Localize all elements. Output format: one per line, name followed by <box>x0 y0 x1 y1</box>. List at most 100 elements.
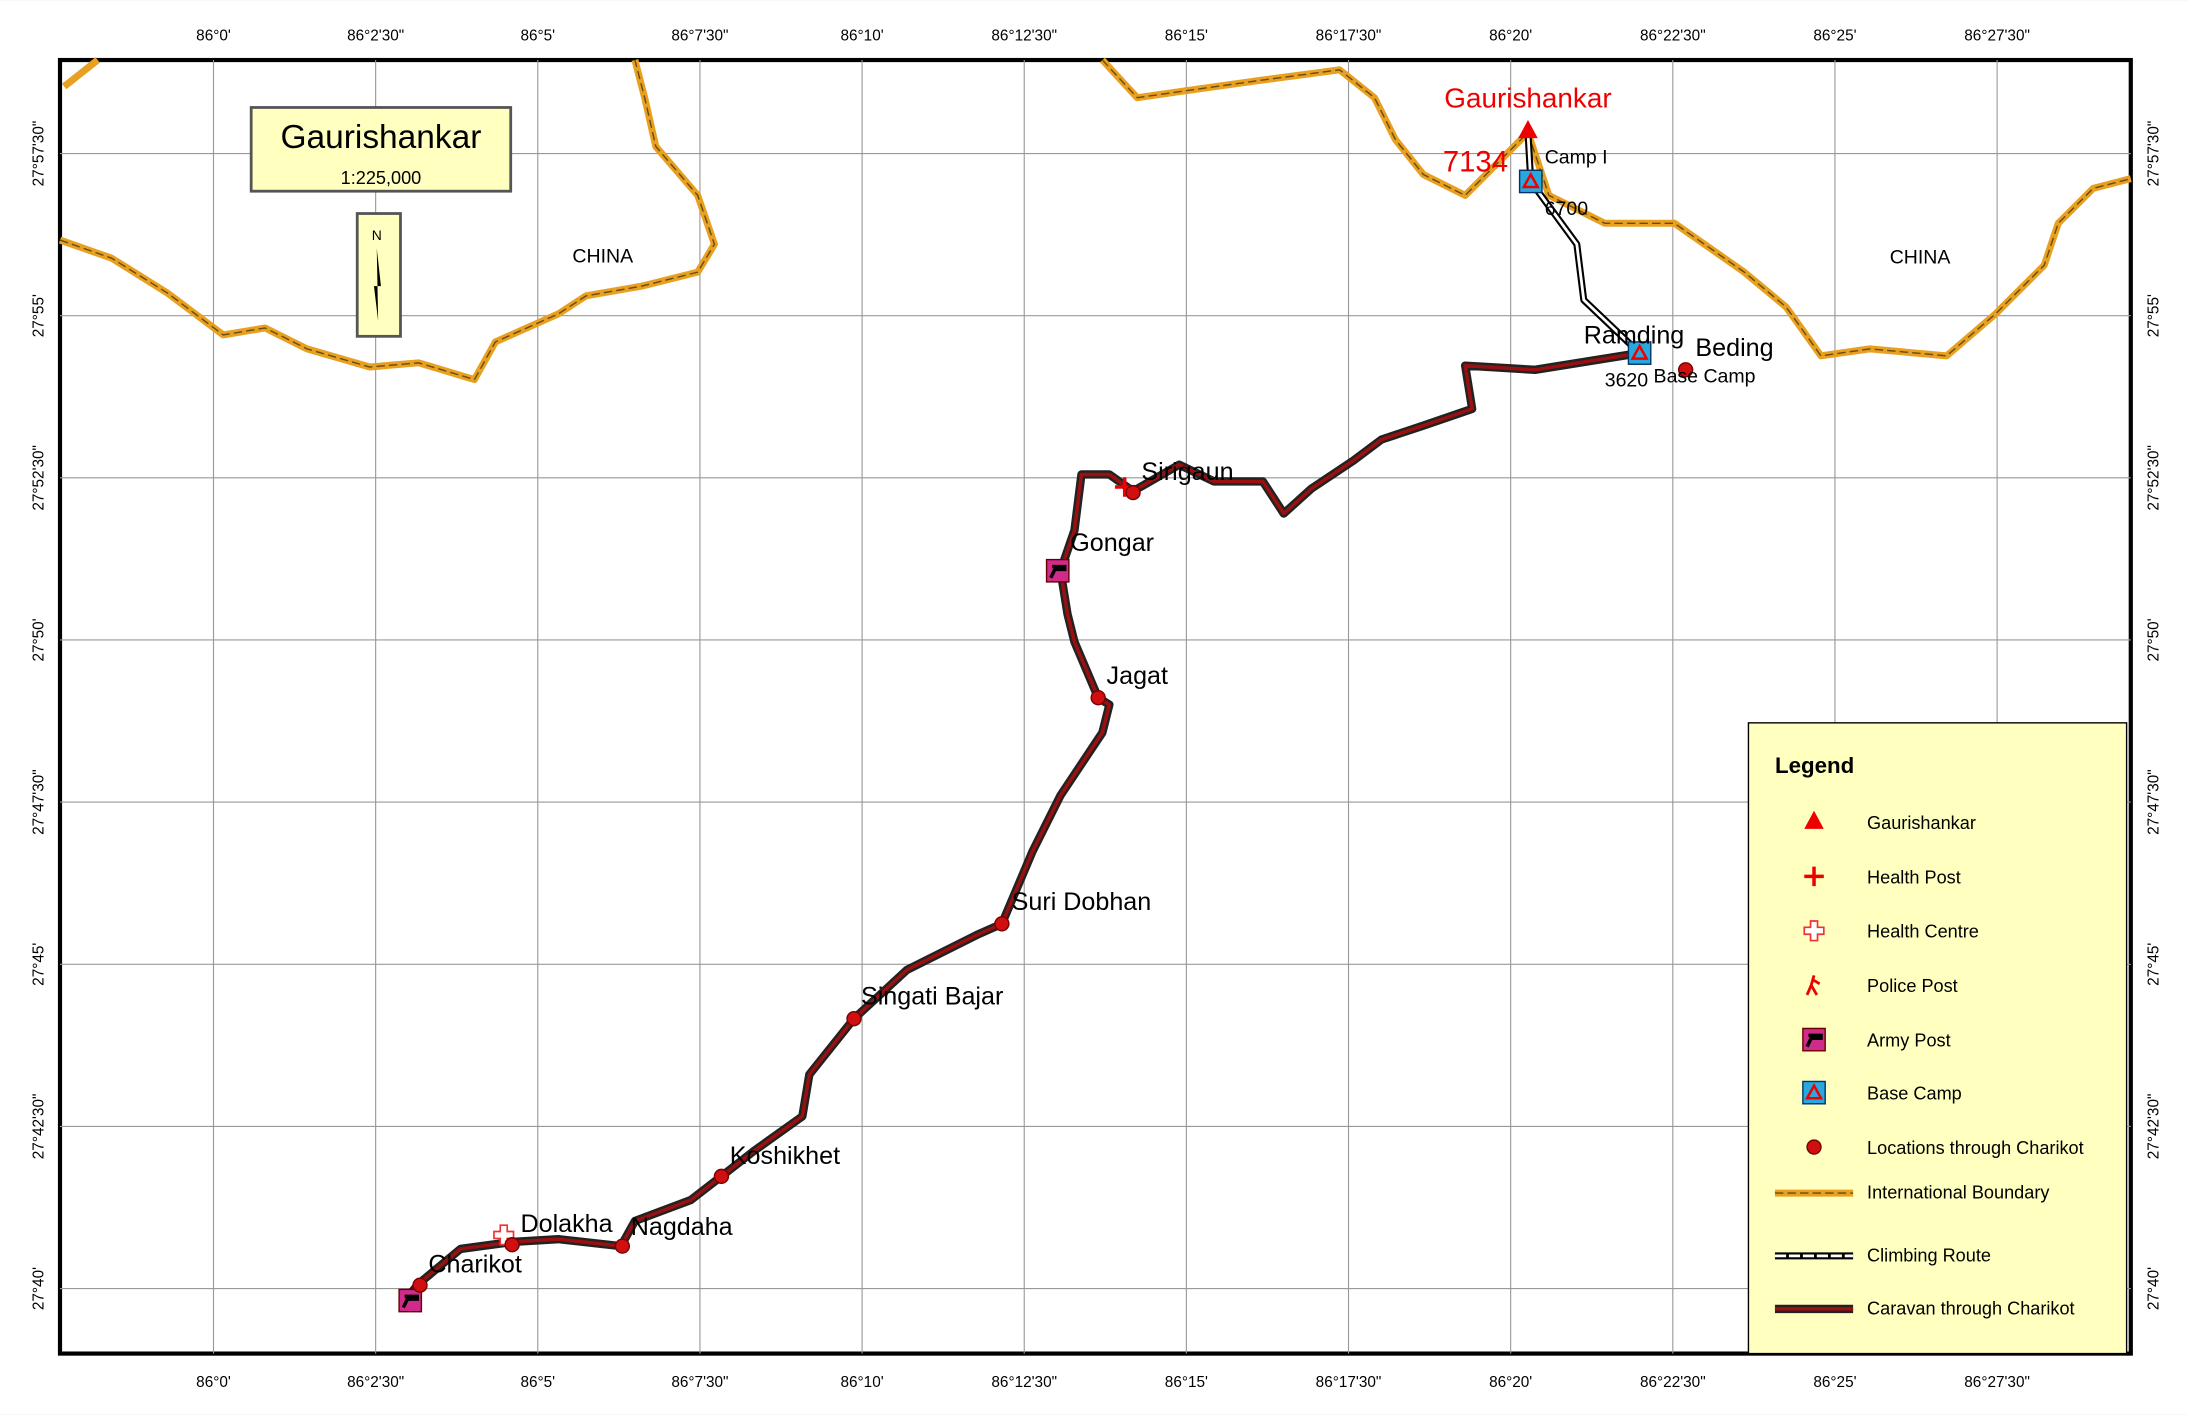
lat-label-right: 27°52'30" <box>2146 445 2163 511</box>
legend-item: Caravan through Charikot <box>1774 1299 2075 1319</box>
legend-label: International Boundary <box>1867 1183 2050 1203</box>
lon-label-bottom: 86°20' <box>1489 1374 1532 1391</box>
legend: Legend Gaurishankar Health Post Health Cen… <box>1747 722 2128 1355</box>
lat-label-left: 27°57'30" <box>30 121 47 187</box>
camp-label: Ramding <box>1584 321 1685 349</box>
army-gun <box>1805 1033 1823 1048</box>
legend-item: International Boundary <box>1774 1183 2050 1203</box>
place-label: Dolakha <box>520 1210 612 1238</box>
legend-item: Health Centre <box>1803 920 1979 942</box>
international-boundary <box>62 57 100 90</box>
boundary-dash <box>1101 59 2131 357</box>
lon-label-bottom: 86°15' <box>1165 1374 1208 1391</box>
lon-label-top: 86°12'30" <box>991 27 1057 44</box>
lon-label-bottom: 86°22'30" <box>1640 1374 1706 1391</box>
lon-label-bottom: 86°27'30" <box>1964 1374 2030 1391</box>
lon-label-bottom: 86°12'30" <box>991 1374 1057 1391</box>
lat-label-right: 27°47'30" <box>2146 769 2163 835</box>
north-label: N <box>372 227 382 243</box>
health-centre-symbol <box>1803 920 1825 942</box>
lon-label-top: 86°10' <box>841 27 884 44</box>
lon-label-top: 86°15' <box>1165 27 1208 44</box>
lat-label-right: 27°42'30" <box>2146 1094 2163 1160</box>
camp-elevation: 3620 <box>1605 370 1649 392</box>
peak-label: Gaurishankar <box>1444 82 1611 113</box>
legend-label: Police Post <box>1867 976 1958 996</box>
location-symbol <box>994 916 1010 932</box>
lat-label-right: 27°57'30" <box>2146 121 2163 187</box>
title-box <box>249 106 513 193</box>
location-symbol <box>846 1011 862 1027</box>
legend-item: Police Post <box>1805 975 1958 996</box>
legend-label: Base Camp <box>1867 1084 1962 1104</box>
legend-label: Caravan through Charikot <box>1867 1299 2075 1319</box>
location-symbol <box>1806 1139 1822 1155</box>
place-label: Sirigaun <box>1141 458 1233 486</box>
lon-label-top: 86°7'30" <box>671 27 728 44</box>
lon-label-bottom: 86°0' <box>196 1374 231 1391</box>
place-label: Base Camp <box>1654 365 1756 387</box>
location-symbol <box>1090 690 1106 706</box>
boundary-dash <box>59 59 716 381</box>
lat-label-right: 27°55' <box>2146 294 2163 337</box>
legend-label: Gaurishankar <box>1867 813 1976 833</box>
lon-label-bottom: 86°25' <box>1813 1374 1856 1391</box>
map-title: Gaurishankar <box>280 119 481 156</box>
lon-label-top: 86°27'30" <box>1964 27 2030 44</box>
camp-tent <box>1630 343 1649 360</box>
lat-label-left: 27°42'30" <box>30 1094 47 1160</box>
lat-label-left: 27°50' <box>30 618 47 661</box>
location-symbol <box>614 1238 631 1254</box>
place-label: Singati Bajar <box>861 983 1003 1011</box>
army-gun <box>401 1294 419 1309</box>
lat-label-left: 27°55' <box>30 294 47 337</box>
legend-label: Locations through Charikot <box>1867 1138 2084 1158</box>
police-post-symbol <box>1805 975 1821 996</box>
lat-label-right: 27°50' <box>2146 618 2163 661</box>
lat-label-left: 27°40' <box>30 1267 47 1310</box>
climbing-route-inner <box>1526 132 1641 355</box>
title-block: Gaurishankar 1:225,000 N <box>249 106 513 338</box>
legend-title: Legend <box>1775 753 1854 778</box>
region-label: CHINA <box>1890 247 1951 269</box>
peak-symbol <box>1804 810 1824 829</box>
location-symbol <box>504 1237 520 1253</box>
location-symbol <box>713 1168 730 1185</box>
place-label: Gongar <box>1070 529 1154 557</box>
camp-tent <box>1521 171 1540 189</box>
map-scale: 1:225,000 <box>341 168 422 188</box>
lon-label-bottom: 86°7'30" <box>671 1374 728 1391</box>
location-symbol <box>1125 484 1141 501</box>
boundaries <box>58 57 2132 1304</box>
lat-label-left: 27°47'30" <box>30 769 47 835</box>
location-symbol <box>412 1277 428 1293</box>
place-label: Jagat <box>1107 662 1168 690</box>
lon-label-top: 86°2'30" <box>347 27 404 44</box>
legend-item: Locations through Charikot <box>1806 1138 2084 1158</box>
army-gun <box>1049 564 1067 579</box>
legend-label: Health Centre <box>1867 922 1979 942</box>
peak-symbol <box>1518 120 1538 139</box>
lon-label-bottom: 86°10' <box>841 1374 884 1391</box>
legend-item: Climbing Route <box>1774 1245 1991 1265</box>
lat-label-right: 27°45' <box>2146 943 2163 986</box>
lon-label-top: 86°17'30" <box>1316 27 1382 44</box>
peak-elevation: 7134 <box>1443 146 1508 179</box>
legend-item: Gaurishankar <box>1804 810 1976 833</box>
place-label: Koshikhet <box>730 1142 840 1170</box>
lon-label-bottom: 86°2'30" <box>347 1374 404 1391</box>
lon-label-bottom: 86°17'30" <box>1316 1374 1382 1391</box>
health-post-symbol <box>1804 866 1824 887</box>
lat-label-right: 27°40' <box>2146 1267 2163 1310</box>
legend-label: Climbing Route <box>1867 1245 1991 1265</box>
location-symbol <box>1677 362 1694 378</box>
camp-tent <box>1804 1083 1824 1100</box>
place-label: Charikot <box>428 1251 522 1279</box>
lon-label-top: 86°22'30" <box>1640 27 1706 44</box>
lat-label-left: 27°52'30" <box>30 445 47 511</box>
lon-label-top: 86°0' <box>196 27 231 44</box>
legend-item: Base Camp <box>1802 1080 1962 1105</box>
legend-label: Army Post <box>1867 1031 1951 1051</box>
